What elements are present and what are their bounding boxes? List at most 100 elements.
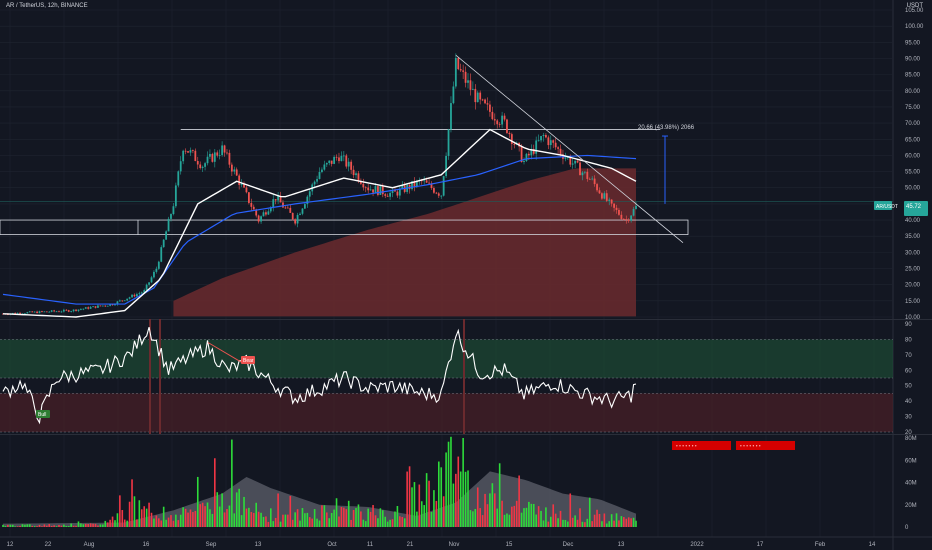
volume-bar <box>58 524 60 527</box>
price-axis-tick: 50.00 <box>905 186 921 192</box>
rsi-pane[interactable] <box>0 319 893 434</box>
volume-bar <box>70 523 72 527</box>
time-axis[interactable]: 12 22 Aug 16 Sep 13 Oct 11 21 Nov 15 Dec 13 2022 17 Feb… <box>7 542 876 548</box>
red-badge-1 <box>672 441 731 450</box>
volume-bar <box>126 520 128 527</box>
volume-bar <box>84 523 87 527</box>
volume-axis-tick: 20M <box>905 503 917 509</box>
candle-body <box>167 218 170 232</box>
candle-body <box>133 294 136 297</box>
candle-body <box>41 311 43 312</box>
volume-bar <box>194 510 197 527</box>
candle-body <box>445 155 447 177</box>
volume-bar <box>601 521 603 527</box>
volume-bar <box>440 467 443 527</box>
volume-bar <box>99 524 102 527</box>
volume-bar <box>160 520 163 527</box>
support-resistance-levels[interactable] <box>0 129 893 235</box>
volume-bar <box>491 483 494 527</box>
volume-bar <box>557 518 559 527</box>
candle-body <box>557 147 559 149</box>
volume-bar <box>19 525 21 527</box>
price-pane[interactable]: 20.66 (43.98%) 2066 <box>0 53 893 318</box>
volume-bar <box>474 508 477 527</box>
candle-body <box>201 166 204 168</box>
candle-body <box>340 155 343 162</box>
volume-bar <box>36 526 38 527</box>
volume-bar <box>299 520 301 527</box>
price-axis-tick: 40.00 <box>905 218 921 224</box>
candle-body <box>128 297 131 299</box>
price-axis-tick: 75.00 <box>905 105 921 111</box>
candle-body <box>396 191 399 196</box>
volume-bar <box>43 524 46 527</box>
candle-body <box>532 149 535 154</box>
candle-body <box>593 178 596 185</box>
volume-bar <box>333 509 335 527</box>
candle-body <box>123 300 126 302</box>
candle-body <box>70 311 73 312</box>
candle-body <box>350 161 353 170</box>
candle-body <box>372 189 374 193</box>
time-axis-tick: 15 <box>506 542 513 548</box>
candle-body <box>510 134 513 144</box>
volume-bar <box>586 518 589 527</box>
candle-body <box>323 164 326 170</box>
volume-bar <box>284 514 287 527</box>
volume-bar <box>479 508 481 527</box>
rsi-axis-tick: 40 <box>905 399 912 405</box>
candle-body <box>55 311 58 313</box>
volume-bar <box>603 513 606 527</box>
volume-bar <box>257 511 260 527</box>
candle-body <box>138 293 141 295</box>
candle-body <box>228 152 231 165</box>
volume-bar <box>55 526 58 527</box>
candle-body <box>260 216 262 222</box>
descending-trendline[interactable] <box>455 54 684 243</box>
volume-bar <box>233 513 236 527</box>
volume-bar <box>442 496 445 527</box>
candle-body <box>601 193 603 199</box>
volume-bar <box>172 520 175 527</box>
candle-body <box>157 261 160 269</box>
candle-body <box>174 185 177 207</box>
volume-axis[interactable]: 80M 60M 40M 20M 0 <box>905 436 917 531</box>
volume-bar <box>503 514 506 527</box>
volume-bar <box>472 511 474 527</box>
candle-body <box>352 169 355 176</box>
candle-body <box>537 140 540 142</box>
candle-body <box>255 209 258 216</box>
volume-bar <box>265 516 267 527</box>
volume-bar <box>506 513 508 527</box>
rsi-line <box>2 326 637 425</box>
price-axis-tick: 60.00 <box>905 153 921 159</box>
candle-body <box>318 172 321 179</box>
volume-bar <box>167 517 170 527</box>
price-axis-tick: 105.00 <box>905 8 924 14</box>
candle-body <box>16 312 19 314</box>
rsi-axis[interactable]: 90 80 70 60 50 40 30 20 <box>905 322 912 436</box>
candle-body <box>369 189 372 191</box>
volume-bar <box>462 438 464 527</box>
candle-body <box>303 204 306 209</box>
candle-body <box>459 69 462 71</box>
candle-body <box>308 191 311 197</box>
candle-body <box>525 153 528 161</box>
candle-body <box>31 311 34 313</box>
volume-pane[interactable] <box>2 436 637 527</box>
candle-body <box>474 88 477 103</box>
bear-badge <box>241 356 255 364</box>
volume-bar <box>187 512 189 527</box>
candle-body <box>540 136 542 141</box>
volume-bar <box>170 515 172 527</box>
volume-bar <box>425 473 428 527</box>
candle-body <box>269 207 272 212</box>
currency-label: USDT <box>906 3 923 9</box>
candle-body <box>247 192 250 203</box>
volume-bar <box>316 518 318 527</box>
candle-body <box>282 202 284 208</box>
volume-bar <box>94 523 97 527</box>
volume-bar <box>345 509 348 527</box>
price-axis-tick: 35.00 <box>905 234 921 240</box>
